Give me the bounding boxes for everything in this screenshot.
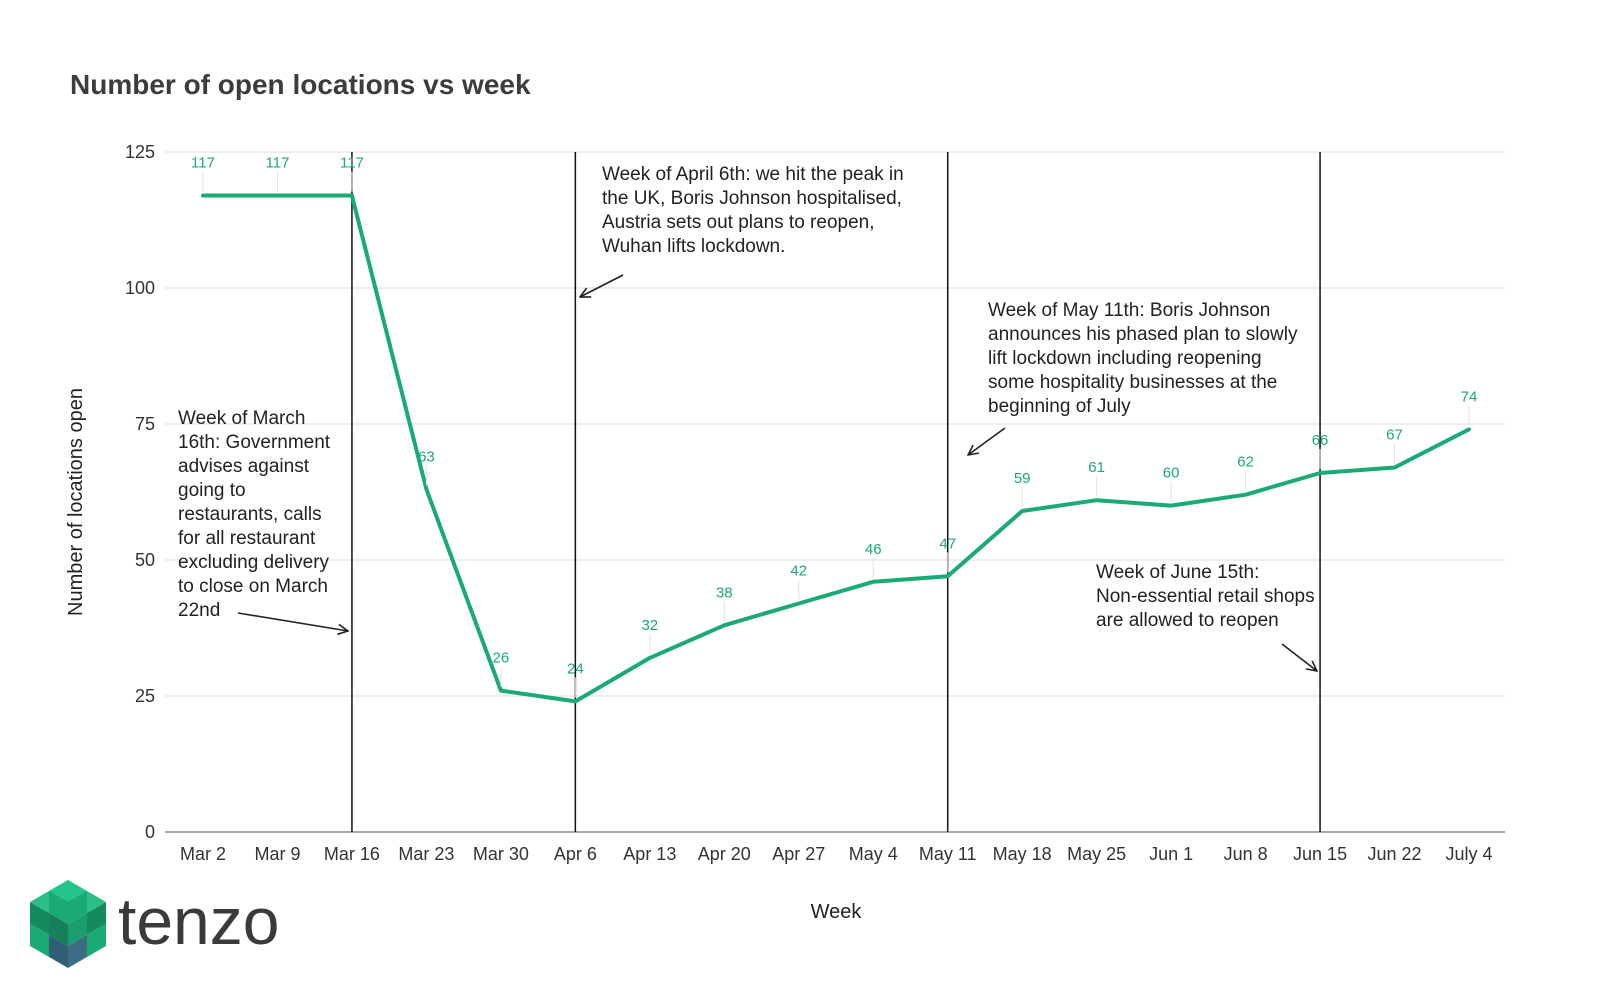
data-label: 117 xyxy=(191,155,215,172)
data-label: 59 xyxy=(1014,470,1031,487)
data-label: 62 xyxy=(1237,454,1254,471)
x-tick-label: Apr 6 xyxy=(554,844,597,864)
data-label: 117 xyxy=(266,155,290,172)
y-tick-label: 75 xyxy=(135,414,155,434)
y-axis-label: Number of locations open xyxy=(65,388,87,616)
x-axis-label: Week xyxy=(811,901,863,923)
y-tick-label: 50 xyxy=(135,550,155,570)
annotations: Week of March 16th: Government advises aga… xyxy=(178,164,1317,671)
annotation-text: Week of June 15th: Non-essential retail s… xyxy=(1096,562,1315,631)
x-tick-label: Mar 30 xyxy=(473,844,529,864)
annotation-text: Week of May 11th: Boris Johnson announces… xyxy=(988,300,1298,417)
x-tick-label: May 25 xyxy=(1067,844,1126,864)
data-label: 32 xyxy=(641,617,658,634)
annotation-text: Week of March 16th: Government advises aga… xyxy=(178,408,331,621)
chart-title: Number of open locations vs week xyxy=(70,69,531,100)
x-tick-label: Mar 2 xyxy=(180,844,226,864)
data-label: 38 xyxy=(716,584,733,601)
annotation-lines xyxy=(351,152,1321,832)
x-tick-label: July 4 xyxy=(1445,844,1492,864)
y-axis-ticks: 0 25 50 75 100 125 xyxy=(125,142,155,842)
x-tick-label: Apr 20 xyxy=(698,844,751,864)
data-label: 61 xyxy=(1088,459,1105,476)
x-tick-label: Mar 9 xyxy=(254,844,300,864)
x-tick-label: Mar 23 xyxy=(398,844,454,864)
x-tick-label: Jun 1 xyxy=(1149,844,1193,864)
data-label: 42 xyxy=(790,563,807,580)
data-label: 24 xyxy=(567,660,584,677)
x-tick-label: Apr 27 xyxy=(772,844,825,864)
x-tick-label: May 18 xyxy=(993,844,1052,864)
data-label: 66 xyxy=(1312,432,1329,449)
series xyxy=(201,193,1471,704)
data-label: 74 xyxy=(1461,388,1478,405)
x-tick-label: Jun 15 xyxy=(1293,844,1347,864)
y-tick-label: 100 xyxy=(125,278,155,298)
data-labels: 117 117 117 63 26 24 32 38 42 46 47 59 61 60 62 66 67 74 xyxy=(191,155,1477,698)
gridlines xyxy=(165,151,1505,833)
annotation-arrow xyxy=(968,427,1006,455)
y-tick-label: 125 xyxy=(125,142,155,162)
data-label: 46 xyxy=(865,541,882,558)
brand-name: tenzo xyxy=(118,884,279,958)
data-label: 26 xyxy=(493,650,510,667)
cube-icon xyxy=(30,880,106,968)
tenzo-logo: tenzo xyxy=(30,880,279,968)
x-tick-label: May 4 xyxy=(849,844,898,864)
x-axis-ticks: Mar 2 Mar 9 Mar 16 Mar 23 Mar 30 Apr 6 Apr 13 A… xyxy=(180,844,1493,864)
data-label: 47 xyxy=(939,535,956,552)
x-tick-label: Jun 8 xyxy=(1224,844,1268,864)
x-tick-label: May 11 xyxy=(919,844,977,864)
data-label: 67 xyxy=(1386,427,1403,444)
x-tick-label: Jun 22 xyxy=(1368,844,1422,864)
y-tick-label: 25 xyxy=(135,686,155,706)
annotation-arrow xyxy=(1281,643,1317,671)
annotation-text: Week of April 6th: we hit the peak in the… xyxy=(602,164,904,257)
data-label: 117 xyxy=(340,155,364,172)
data-label: 60 xyxy=(1163,465,1180,482)
x-tick-label: Mar 16 xyxy=(324,844,380,864)
annotation-arrow xyxy=(237,612,348,631)
y-tick-label: 0 xyxy=(145,822,155,842)
series-line xyxy=(201,193,1471,704)
data-label: 63 xyxy=(418,448,435,465)
x-tick-label: Apr 13 xyxy=(623,844,676,864)
annotation-arrow xyxy=(580,274,624,297)
